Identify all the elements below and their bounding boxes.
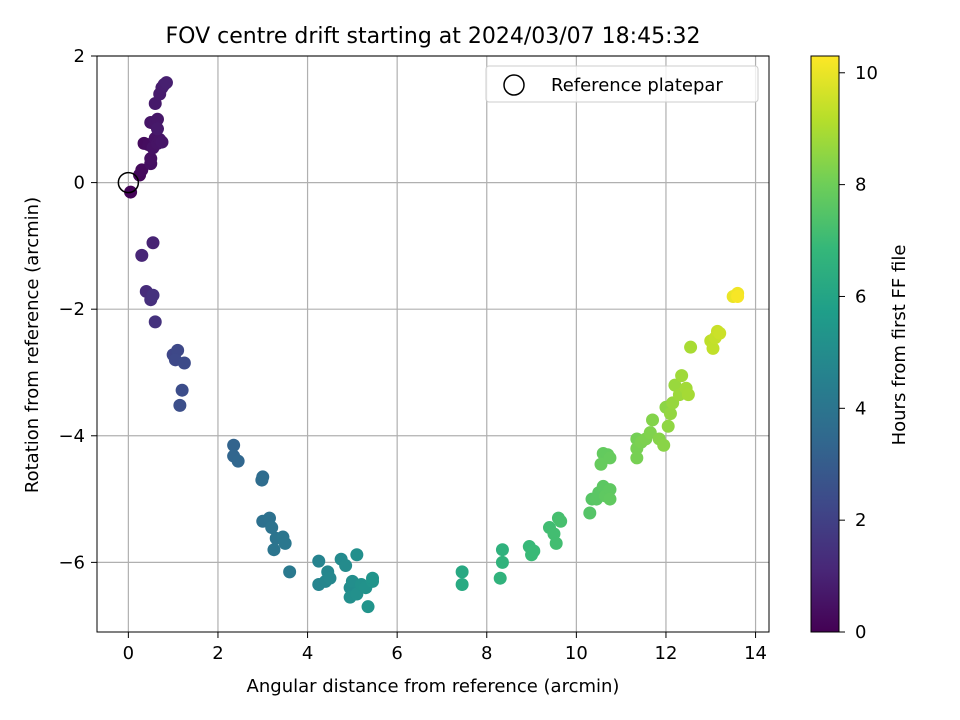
data-point bbox=[278, 536, 292, 550]
data-point bbox=[713, 326, 727, 340]
x-axis-label: Angular distance from reference (arcmin) bbox=[247, 676, 620, 697]
data-point bbox=[495, 543, 509, 557]
colorbar-tick-label: 6 bbox=[855, 286, 866, 307]
data-point bbox=[493, 571, 507, 585]
data-point bbox=[455, 578, 469, 592]
data-point bbox=[630, 451, 644, 465]
x-tick-label: 2 bbox=[212, 643, 223, 664]
data-point bbox=[583, 506, 597, 520]
y-axis-label: Rotation from reference (arcmin) bbox=[22, 197, 43, 493]
data-point bbox=[312, 554, 326, 568]
data-point bbox=[549, 536, 563, 550]
data-point bbox=[527, 544, 541, 558]
data-point bbox=[554, 514, 568, 528]
x-tick-label: 12 bbox=[655, 643, 678, 664]
colorbar-gradient bbox=[810, 55, 840, 633]
data-point bbox=[175, 383, 189, 397]
plot-area bbox=[97, 56, 769, 632]
x-tick-label: 10 bbox=[565, 643, 588, 664]
colorbar-tick-label: 10 bbox=[855, 63, 878, 84]
data-point bbox=[731, 290, 745, 304]
y-tick-label: −4 bbox=[58, 426, 85, 447]
colorbar-tick-label: 0 bbox=[855, 622, 866, 643]
colorbar: 0 2 4 6 8 10 Hours from first FF file bbox=[810, 55, 910, 643]
data-point bbox=[495, 555, 509, 569]
data-point bbox=[323, 571, 337, 585]
y-tick-label: 0 bbox=[74, 173, 85, 194]
data-point bbox=[150, 112, 164, 126]
data-point bbox=[603, 492, 617, 506]
reference-platepar-marker bbox=[117, 171, 140, 194]
legend-label-reference: Reference platepar bbox=[551, 75, 723, 96]
data-point bbox=[339, 559, 353, 573]
y-tick-label: −6 bbox=[58, 552, 85, 573]
data-point bbox=[366, 571, 380, 585]
x-axis-ticks: 0 2 4 6 8 10 12 14 bbox=[123, 632, 767, 664]
y-tick-label: −2 bbox=[58, 299, 85, 320]
data-point bbox=[227, 438, 241, 452]
data-point bbox=[267, 543, 281, 557]
scatter-points bbox=[117, 76, 745, 614]
colorbar-tick-label: 4 bbox=[855, 398, 866, 419]
data-point bbox=[603, 483, 617, 497]
colorbar-tick-label: 2 bbox=[855, 510, 866, 531]
y-tick-label: 2 bbox=[74, 46, 85, 67]
data-point bbox=[177, 356, 191, 370]
axes-frame bbox=[96, 55, 770, 633]
data-point bbox=[173, 398, 187, 412]
data-point bbox=[646, 413, 660, 427]
data-point bbox=[146, 236, 160, 250]
data-point bbox=[231, 454, 245, 468]
data-point bbox=[657, 438, 671, 452]
plot-frame bbox=[96, 55, 770, 633]
data-point bbox=[684, 340, 698, 354]
data-point bbox=[265, 521, 279, 535]
legend-marker-reference bbox=[503, 74, 525, 96]
x-tick-label: 0 bbox=[123, 643, 134, 664]
x-tick-label: 14 bbox=[744, 643, 767, 664]
x-tick-label: 4 bbox=[302, 643, 313, 664]
data-point bbox=[706, 341, 720, 355]
data-point bbox=[150, 122, 164, 136]
data-point bbox=[159, 76, 173, 90]
data-point bbox=[681, 388, 695, 402]
data-point bbox=[350, 548, 364, 562]
chart-title: FOV centre drift starting at 2024/03/07 … bbox=[166, 24, 701, 49]
y-axis-ticks: −6 −4 −2 0 2 bbox=[58, 46, 97, 573]
data-point bbox=[283, 565, 297, 579]
colorbar-label: Hours from first FF file bbox=[889, 245, 910, 446]
data-point bbox=[135, 248, 149, 262]
data-point bbox=[148, 315, 162, 329]
data-point bbox=[361, 600, 375, 614]
legend: Reference platepar bbox=[485, 65, 759, 103]
data-point bbox=[146, 288, 160, 302]
plot-background bbox=[97, 56, 769, 632]
data-point bbox=[661, 419, 675, 433]
data-point bbox=[675, 369, 689, 383]
x-tick-label: 8 bbox=[481, 643, 492, 664]
colorbar-ticks: 0 2 4 6 8 10 bbox=[839, 63, 878, 643]
x-tick-label: 6 bbox=[391, 643, 402, 664]
data-point bbox=[155, 135, 169, 149]
data-point bbox=[255, 473, 269, 487]
colorbar-tick-label: 8 bbox=[855, 175, 866, 196]
data-point bbox=[603, 451, 617, 465]
data-point bbox=[144, 152, 158, 166]
data-point bbox=[455, 565, 469, 579]
data-point bbox=[663, 407, 677, 421]
legend-box bbox=[485, 65, 759, 103]
